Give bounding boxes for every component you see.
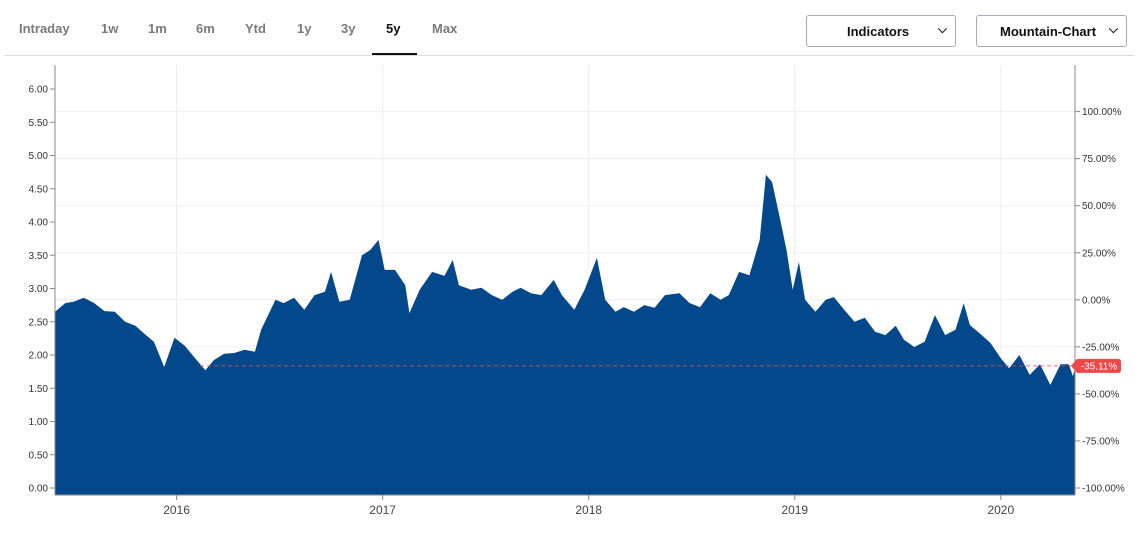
x-tick-label: 2019 [781, 503, 808, 517]
tab-6m[interactable]: 6m [196, 21, 215, 36]
timeframe-tabs: Intraday 1w 1m 6m Ytd 1y 3y 5y Max [0, 0, 1139, 56]
y-tick-label: 5.00 [29, 151, 49, 162]
right-tick-label: -25.00% [1082, 342, 1119, 353]
y-tick-label: 3.00 [29, 284, 49, 295]
tab-intraday[interactable]: Intraday [19, 21, 70, 36]
tab-max[interactable]: Max [432, 21, 458, 36]
y-tick-label: 3.50 [29, 251, 49, 262]
x-tick-label: 2017 [369, 503, 396, 517]
chart-type-label: Mountain-Chart [1000, 24, 1097, 39]
y-tick-label: 1.00 [29, 417, 49, 428]
chevron-down-icon: ⌵ [937, 22, 947, 36]
tab-1y[interactable]: 1y [297, 21, 312, 36]
right-tick-label: 75.00% [1082, 154, 1116, 165]
indicators-dropdown[interactable]: Indicators ⌵ [806, 15, 956, 47]
right-tick-label: 50.00% [1082, 201, 1116, 212]
x-tick-label: 2018 [575, 503, 602, 517]
right-tick-label: 0.00% [1082, 295, 1110, 306]
y-tick-label: 6.00 [29, 85, 49, 96]
y-tick-label: 4.50 [29, 184, 49, 195]
right-tick-label: -100.00% [1082, 484, 1125, 495]
y-tick-label: 4.00 [29, 218, 49, 229]
tab-5y[interactable]: 5y [386, 21, 401, 36]
right-tick-label: 100.00% [1082, 107, 1122, 118]
y-tick-label: 2.00 [29, 351, 49, 362]
right-tick-label: -75.00% [1082, 436, 1119, 447]
x-tick-label: 2020 [987, 503, 1014, 517]
indicators-label: Indicators [847, 24, 910, 39]
right-tick-label: -50.00% [1082, 389, 1119, 400]
tab-1w[interactable]: 1w [101, 21, 119, 36]
x-tick-label: 2016 [163, 503, 190, 517]
tab-ytd[interactable]: Ytd [245, 21, 266, 36]
tab-1m[interactable]: 1m [148, 21, 167, 36]
active-tab-indicator [372, 53, 417, 56]
divider [4, 55, 1134, 56]
right-tick-label: 25.00% [1082, 248, 1116, 259]
y-tick-label: 2.50 [29, 317, 49, 328]
y-tick-label: 0.50 [29, 450, 49, 461]
chevron-down-icon: ⌵ [1108, 22, 1118, 36]
y-tick-label: 1.50 [29, 384, 49, 395]
tab-3y[interactable]: 3y [341, 21, 356, 36]
chart-type-dropdown[interactable]: Mountain-Chart ⌵ [976, 15, 1127, 47]
last-value-badge [1071, 358, 1121, 373]
y-tick-label: 5.50 [29, 118, 49, 129]
price-area [55, 174, 1075, 496]
last-value-label: -35.11% [1081, 361, 1118, 372]
y-tick-label: 0.00 [29, 484, 49, 495]
